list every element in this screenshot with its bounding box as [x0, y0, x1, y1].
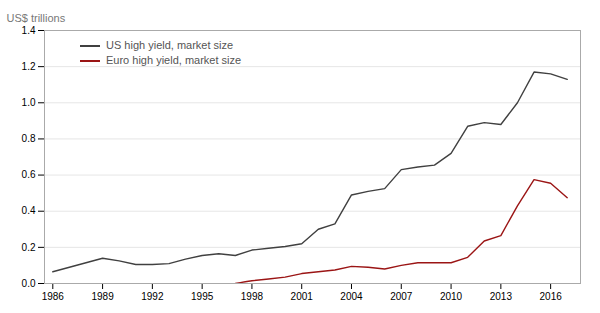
html-text:US high yield, market size: US high yield, market size: [106, 39, 234, 51]
svg-text:2001: 2001: [291, 291, 314, 302]
svg-text:US$ trillions: US$ trillions: [7, 12, 66, 24]
html-text:Euro high yield, market size: Euro high yield, market size: [106, 54, 242, 66]
svg-text:1989: 1989: [91, 291, 114, 302]
svg-text:1.0: 1.0: [22, 97, 36, 108]
svg-text:0.0: 0.0: [22, 278, 36, 289]
svg-text:0.6: 0.6: [22, 169, 36, 180]
svg-text:0.2: 0.2: [22, 242, 36, 253]
svg-text:2010: 2010: [440, 291, 463, 302]
svg-text:1986: 1986: [42, 291, 65, 302]
svg-text:1.2: 1.2: [22, 61, 36, 72]
svg-text:2016: 2016: [540, 291, 563, 302]
svg-text:2004: 2004: [340, 291, 363, 302]
svg-text:1.4: 1.4: [22, 25, 36, 36]
svg-text:0.8: 0.8: [22, 133, 36, 144]
svg-text:1998: 1998: [241, 291, 264, 302]
svg-text:2013: 2013: [490, 291, 513, 302]
svg-text:1995: 1995: [191, 291, 214, 302]
svg-text:0.4: 0.4: [22, 205, 36, 216]
svg-text:2007: 2007: [390, 291, 413, 302]
svg-text:1992: 1992: [141, 291, 164, 302]
